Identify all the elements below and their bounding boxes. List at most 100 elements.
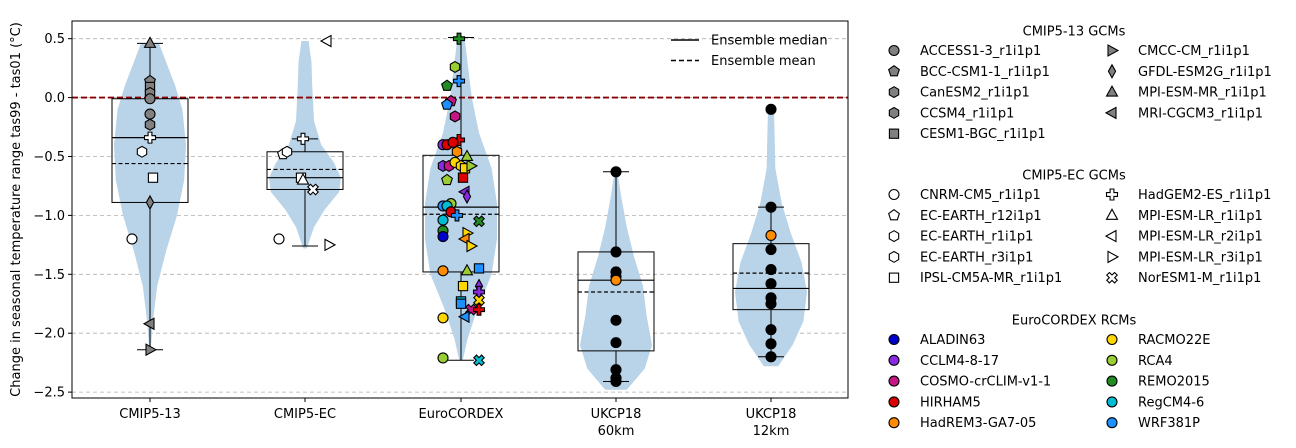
legend-item-label: EC-EARTH_r3i1p1 [920, 250, 1033, 265]
data-point [610, 246, 622, 258]
legend-marker [888, 375, 900, 387]
data-point [145, 343, 158, 357]
legend-marker [888, 44, 900, 57]
legend-marker [1106, 354, 1118, 366]
y-tick-label: 0.5 [44, 32, 65, 47]
data-point [457, 172, 469, 183]
legend-marker [1104, 229, 1117, 243]
model-points [126, 32, 777, 388]
data-point [441, 173, 453, 186]
legend-marker [888, 250, 900, 263]
data-point [452, 75, 466, 88]
data-point [765, 229, 777, 241]
legend-marker [1107, 44, 1120, 57]
legend-group-title: CMIP5-EC GCMs [1022, 169, 1126, 184]
x-tick-label: CMIP5-13 [119, 407, 180, 422]
legend-marker [1106, 417, 1118, 429]
data-point [765, 278, 777, 290]
legend-marker [1106, 375, 1118, 387]
y-tick-label: −1.5 [33, 268, 65, 283]
plot-frame [71, 20, 849, 399]
data-point [273, 233, 285, 245]
data-point [144, 118, 156, 131]
legend-marker [888, 354, 900, 366]
legend-item-label: HadGEM2-ES_r1i1p1 [1138, 188, 1271, 203]
data-point [460, 263, 474, 276]
x-tick-label: UKCP18 [746, 407, 797, 422]
legend-marker [888, 209, 900, 221]
data-point [136, 145, 148, 158]
legend-item-label: MPI-ESM-MR_r1i1p1 [1138, 86, 1267, 101]
data-point [765, 324, 777, 336]
legend-item-label: GFDL-ESM2G_r1i1p1 [1138, 65, 1272, 80]
legend-group-title: EuroCORDEX RCMs [1012, 314, 1137, 329]
data-point [466, 159, 479, 173]
data-point [765, 351, 777, 363]
legend-item-label: MPI-ESM-LR_r3i1p1 [1138, 250, 1263, 265]
legend-marker [888, 65, 900, 77]
legend-item-label: HIRHAM5 [920, 395, 981, 410]
data-point [296, 172, 310, 185]
legend-marker [1105, 84, 1119, 97]
legend-item-label: REMO2015 [1138, 375, 1210, 390]
legend-marker [888, 333, 900, 346]
legend-marker [888, 417, 900, 429]
data-point [447, 136, 459, 148]
side-legend: CMIP5-13 GCMs ACCESS1-3_r1i1p1 BCC-CSM1-1_… [888, 25, 1272, 431]
x-tick-label-line2: 60km [598, 424, 635, 439]
data-point [610, 375, 622, 388]
data-point [472, 303, 486, 316]
legend-item-label: EC-EARTH_r1i1p1 [920, 230, 1033, 245]
y-tick-label: −0.5 [33, 150, 65, 165]
legend-label: Ensemble median [711, 34, 828, 49]
data-point [610, 274, 622, 286]
legend-marker [1105, 271, 1119, 284]
legend-marker [1106, 396, 1118, 408]
data-point [437, 265, 449, 277]
legend-marker [1105, 208, 1119, 220]
data-point [319, 34, 332, 48]
legend-marker [888, 272, 900, 283]
legend-label: Ensemble mean [711, 54, 816, 69]
data-point [457, 280, 469, 292]
legend-item-label: COSMO-crCLIM-v1-1 [920, 375, 1051, 390]
x-tick-label: EuroCORDEX [419, 407, 504, 422]
legend-item-label: ACCESS1-3_r1i1p1 [920, 44, 1041, 59]
data-point [765, 338, 777, 350]
data-point [145, 194, 155, 211]
data-point [281, 145, 293, 158]
data-point [452, 32, 466, 45]
data-point [142, 317, 155, 331]
data-point [449, 110, 461, 123]
data-point [126, 233, 138, 245]
data-point [610, 314, 622, 326]
data-point [437, 352, 449, 364]
data-point [765, 244, 777, 256]
data-point [457, 310, 470, 324]
data-point [765, 103, 777, 115]
data-point [143, 131, 157, 144]
data-point [765, 264, 777, 276]
x-tick-label: CMIP5-EC [274, 407, 336, 422]
data-point [610, 166, 622, 178]
data-point [610, 337, 622, 349]
legend-item-label: HadREM3-GA7-05 [920, 416, 1036, 431]
x-tick-label: UKCP18 [591, 407, 642, 422]
data-point [144, 108, 156, 120]
data-point [462, 188, 472, 205]
legend-group-title: CMIP5-13 GCMs [1023, 25, 1126, 40]
data-point [437, 231, 449, 243]
legend-item-label: BCC-CSM1-1_r1i1p1 [920, 65, 1050, 80]
y-axis: 0.5 0.0 −0.5 −1.0 −1.5 −2.0 −2.5 [33, 32, 72, 401]
data-point [324, 238, 337, 252]
legend-marker [1104, 106, 1117, 120]
data-point [147, 172, 159, 183]
data-point [455, 298, 467, 309]
legend-item-label: IPSL-CM5A-MR_r1i1p1 [920, 271, 1062, 286]
data-point [450, 209, 464, 222]
data-point [306, 183, 320, 196]
data-point [441, 79, 453, 91]
legend-marker [888, 396, 900, 408]
legend-item-label: CMCC-CM_r1i1p1 [1138, 44, 1250, 59]
x-axis: CMIP5-13 CMIP5-EC EuroCORDEX UKCP18 60km UKCP… [119, 398, 796, 439]
